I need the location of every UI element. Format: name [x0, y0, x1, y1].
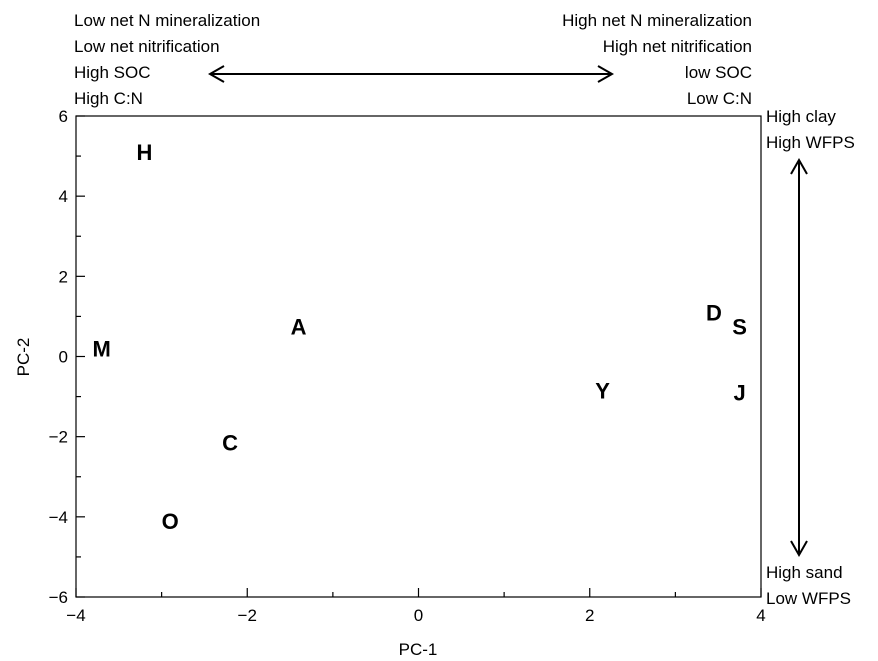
plot-frame — [75, 115, 762, 598]
annotation-left-line: Low net N mineralization — [74, 11, 260, 30]
annotation-right-line: Low C:N — [687, 89, 752, 108]
annotation-right-line: low SOC — [685, 63, 752, 82]
data-point-h: H — [137, 140, 153, 165]
x-axis-label: PC-1 — [399, 640, 438, 659]
data-points: H A M C O Y DS J — [93, 140, 747, 534]
axis-ticks — [75, 115, 762, 598]
annotation-bottom-right-line: Low WFPS — [766, 589, 851, 608]
annotation-top-right-line: High clay — [766, 107, 836, 126]
y-tick-label: −2 — [49, 428, 68, 447]
x-tick-label: 2 — [585, 606, 594, 625]
data-point-m: M — [93, 336, 111, 361]
y-axis-label: PC-2 — [14, 338, 33, 377]
data-point-d: D — [706, 300, 722, 325]
x-tick-label: 0 — [414, 606, 423, 625]
y-tick-label: 6 — [59, 107, 68, 126]
x-tick-label: −4 — [66, 606, 85, 625]
annotation-right-line: High net N mineralization — [562, 11, 752, 30]
annotation-left: Low net N mineralization Low net nitrifi… — [74, 11, 260, 108]
y-tick-label: 4 — [59, 187, 68, 206]
vertical-double-arrow-icon — [790, 157, 808, 558]
data-point-y: Y — [595, 379, 610, 404]
data-point-s: S — [732, 314, 747, 339]
annotation-left-line: High SOC — [74, 63, 151, 82]
data-point-a: A — [291, 314, 307, 339]
x-tick-label: −2 — [238, 606, 257, 625]
annotation-top-right-line: High WFPS — [766, 133, 855, 152]
annotation-left-line: High C:N — [74, 89, 143, 108]
x-tick-label: 4 — [756, 606, 765, 625]
annotation-right-line: High net nitrification — [603, 37, 752, 56]
y-tick-label: 0 — [59, 348, 68, 367]
annotation-right: High net N mineralization High net nitri… — [562, 11, 752, 108]
y-tick-label: 2 — [59, 267, 68, 286]
annotation-bottom-right: High sand Low WFPS — [766, 563, 851, 608]
annotation-top-right: High clay High WFPS — [766, 107, 855, 152]
y-tick-label: −6 — [49, 588, 68, 607]
y-tick-label: −4 — [49, 508, 68, 527]
annotation-bottom-right-line: High sand — [766, 563, 843, 582]
data-point-o: O — [162, 509, 179, 534]
horizontal-double-arrow-icon — [207, 65, 615, 83]
data-point-j: J — [733, 381, 745, 406]
data-point-c: C — [222, 431, 238, 456]
annotation-left-line: Low net nitrification — [74, 37, 220, 56]
